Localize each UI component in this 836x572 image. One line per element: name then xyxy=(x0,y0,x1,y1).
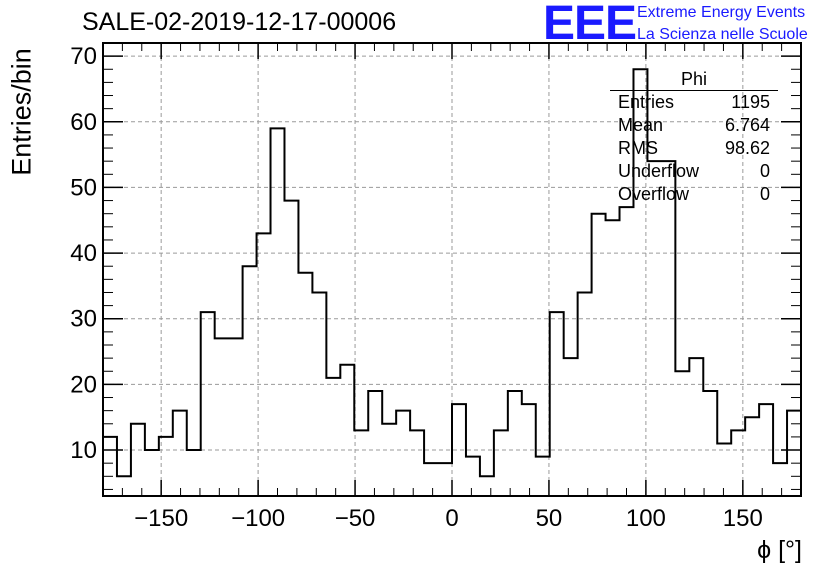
y-tick-label: 30 xyxy=(70,306,97,333)
x-tick-label: 150 xyxy=(723,505,763,532)
stats-box: Phi Entries 1195 Mean 6.764 RMS 98.62 Un… xyxy=(610,68,778,206)
stats-value: 0 xyxy=(759,161,770,181)
stats-row: Mean 6.764 xyxy=(610,114,778,137)
histogram-line xyxy=(103,68,801,478)
grid-lines xyxy=(103,43,801,496)
y-tick-label: 60 xyxy=(70,109,97,136)
stats-label: Mean xyxy=(618,115,664,135)
stats-row: RMS 98.62 xyxy=(610,137,778,160)
stats-label: RMS xyxy=(618,138,658,158)
stats-value: 6.764 xyxy=(724,115,770,135)
stats-value: 1195 xyxy=(731,92,770,112)
axis-ticks xyxy=(103,42,802,496)
logo-subtitle-1: Extreme Energy Events xyxy=(637,4,806,21)
x-tick-label: 0 xyxy=(445,505,458,532)
stats-row: Overflow 0 xyxy=(610,183,778,206)
stats-value: 0 xyxy=(759,184,770,204)
x-tick-label: −100 xyxy=(231,505,285,532)
x-tick-label: 50 xyxy=(536,505,563,532)
x-tick-labels: −150 −100 −50 0 50 100 150 xyxy=(134,505,763,532)
stats-value: 98.62 xyxy=(724,138,770,158)
logo-subtitle-2: La Scienza nelle Scuole xyxy=(637,26,808,43)
y-tick-label: 70 xyxy=(70,43,97,70)
y-axis-label: Entries/bin xyxy=(6,48,37,176)
x-tick-label: −150 xyxy=(134,505,188,532)
stats-title: Phi xyxy=(610,68,778,91)
stats-label: Overflow xyxy=(618,184,690,204)
stats-label: Entries xyxy=(618,92,675,112)
y-tick-labels: 10 20 30 40 50 60 70 xyxy=(70,43,97,464)
x-tick-label: 100 xyxy=(626,505,666,532)
y-tick-label: 20 xyxy=(70,371,97,398)
y-tick-label: 10 xyxy=(70,437,97,464)
stats-row: Underflow 0 xyxy=(610,160,778,183)
stats-row: Entries 1195 xyxy=(610,91,778,114)
chart-title: SALE-02-2019-12-17-00006 xyxy=(82,8,397,36)
x-tick-label: −50 xyxy=(335,505,376,532)
x-axis-label: ϕ [°] xyxy=(757,536,802,564)
stats-label: Underflow xyxy=(618,161,700,181)
y-tick-label: 40 xyxy=(70,240,97,267)
eee-logo: EEE xyxy=(543,0,637,50)
y-tick-label: 50 xyxy=(70,174,97,201)
